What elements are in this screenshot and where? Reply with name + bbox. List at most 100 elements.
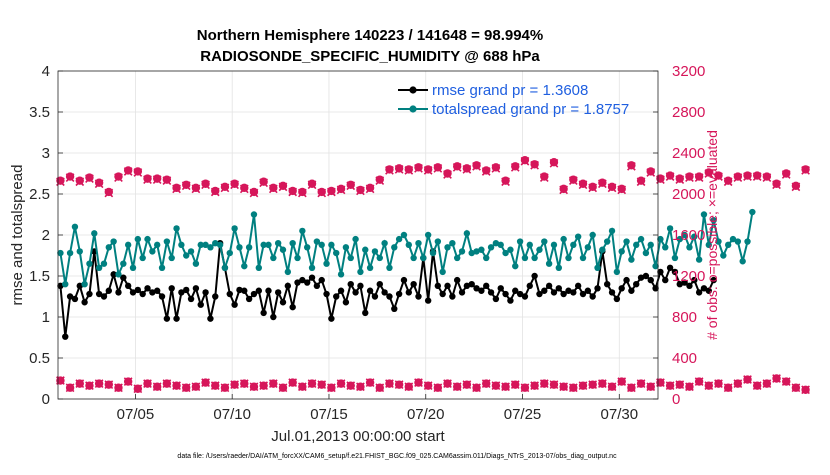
data-point-x bbox=[568, 383, 578, 393]
data-point bbox=[357, 268, 364, 276]
data-point bbox=[647, 241, 654, 249]
data-point-x bbox=[239, 379, 249, 388]
data-point bbox=[618, 248, 625, 255]
y-tick-label: 0 bbox=[42, 391, 50, 408]
data-point bbox=[531, 272, 538, 280]
data-point bbox=[502, 290, 509, 298]
data-point bbox=[76, 282, 83, 290]
y-right-tick-label: 800 bbox=[672, 309, 697, 326]
y-right-tick-label: 400 bbox=[672, 350, 697, 367]
data-point bbox=[120, 260, 127, 267]
data-point bbox=[376, 281, 383, 288]
data-point bbox=[347, 254, 354, 262]
data-point bbox=[468, 281, 475, 288]
data-point bbox=[439, 290, 446, 298]
data-point bbox=[565, 254, 572, 262]
data-point bbox=[71, 295, 79, 303]
data-point bbox=[487, 244, 495, 251]
data-point-x bbox=[801, 385, 810, 395]
data-point bbox=[163, 315, 171, 322]
data-point-x bbox=[694, 173, 704, 182]
data-point bbox=[623, 276, 630, 284]
data-point bbox=[62, 281, 69, 288]
data-point bbox=[449, 240, 456, 247]
data-point bbox=[303, 244, 311, 251]
legend: rmse grand pr = 1.3608 totalspread grand … bbox=[398, 82, 629, 118]
data-point bbox=[589, 231, 596, 239]
data-point-x bbox=[578, 180, 588, 190]
data-point bbox=[183, 286, 190, 294]
data-point bbox=[681, 231, 688, 239]
data-point bbox=[647, 276, 654, 284]
data-point-x bbox=[723, 177, 733, 187]
data-point bbox=[212, 240, 219, 247]
data-point bbox=[202, 241, 209, 249]
data-point bbox=[333, 293, 340, 300]
data-point-x bbox=[559, 185, 569, 195]
data-point bbox=[681, 279, 688, 286]
data-point bbox=[434, 282, 442, 290]
data-point bbox=[279, 299, 287, 306]
data-point bbox=[386, 264, 393, 271]
data-point bbox=[453, 276, 461, 284]
data-point bbox=[550, 289, 558, 296]
data-point bbox=[110, 271, 117, 278]
data-point bbox=[691, 276, 698, 284]
data-point bbox=[449, 293, 456, 300]
data-point bbox=[168, 285, 175, 292]
data-point bbox=[434, 238, 442, 245]
y-tick-label: 4 bbox=[42, 63, 50, 80]
data-point-x bbox=[249, 382, 259, 392]
data-point-x bbox=[530, 160, 539, 170]
data-point-x bbox=[249, 188, 259, 198]
data-point-x bbox=[143, 379, 152, 388]
data-point bbox=[328, 315, 335, 322]
data-point bbox=[584, 287, 592, 294]
x-tick-label: 07/05 bbox=[117, 406, 155, 423]
y-axis-label: rmse and totalspread bbox=[9, 165, 26, 306]
data-point bbox=[463, 230, 471, 237]
data-point-x bbox=[443, 170, 452, 179]
data-point-x bbox=[230, 180, 239, 190]
data-point-x bbox=[365, 184, 375, 194]
data-point-x bbox=[414, 378, 423, 387]
data-point-x bbox=[85, 381, 94, 391]
data-point bbox=[666, 225, 674, 232]
data-point-x bbox=[85, 174, 94, 183]
chart-title-line-1: Northern Hemisphere 140223 / 141648 = 98… bbox=[197, 27, 543, 44]
data-point bbox=[400, 231, 408, 239]
data-point bbox=[352, 289, 359, 296]
data-point bbox=[270, 313, 277, 321]
data-point bbox=[497, 241, 504, 249]
data-point bbox=[637, 274, 645, 281]
data-point bbox=[657, 268, 664, 276]
data-point bbox=[424, 297, 432, 304]
legend-entry-1: totalspread grand pr = 1.8757 bbox=[432, 101, 629, 118]
data-point bbox=[555, 264, 563, 271]
data-point bbox=[473, 285, 480, 292]
data-point bbox=[192, 260, 200, 267]
data-point-x bbox=[162, 379, 172, 388]
y-axis-left: 0 0.5 1 1.5 2 2.5 3 3.5 4 bbox=[29, 63, 63, 408]
data-point bbox=[66, 249, 74, 257]
data-point-x bbox=[510, 380, 520, 390]
data-point-x bbox=[501, 382, 510, 392]
data-point bbox=[560, 235, 567, 243]
data-point-x bbox=[297, 382, 307, 392]
data-point-x bbox=[530, 381, 539, 391]
data-point bbox=[729, 235, 737, 243]
data-point bbox=[347, 281, 354, 288]
data-point bbox=[676, 235, 683, 243]
data-point-x bbox=[327, 383, 336, 393]
data-point-x bbox=[627, 161, 636, 171]
y-tick-label: 2 bbox=[42, 227, 50, 244]
data-point bbox=[594, 285, 601, 292]
data-point-x bbox=[394, 380, 404, 390]
data-point-x bbox=[636, 177, 646, 187]
data-point-x bbox=[123, 377, 133, 386]
data-point bbox=[507, 246, 514, 253]
data-point bbox=[144, 235, 151, 243]
data-point-x bbox=[491, 381, 501, 391]
data-point bbox=[570, 289, 577, 296]
